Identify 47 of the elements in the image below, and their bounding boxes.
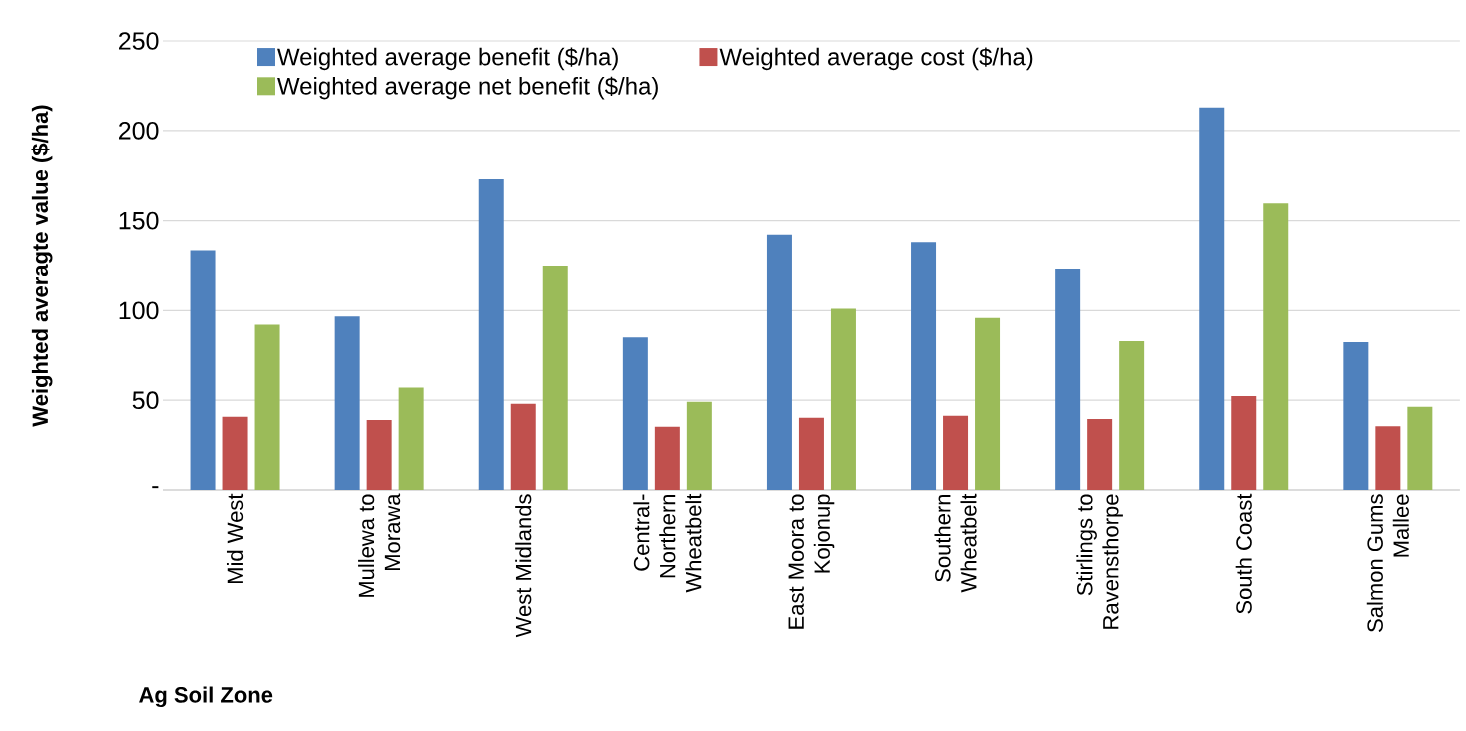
- bar: [766, 234, 792, 490]
- bar: [398, 387, 424, 490]
- y-tick-label: -: [152, 486, 159, 489]
- legend-label: Weighted average cost ($/ha): [719, 47, 1033, 71]
- x-tick-label: Central-Northern Wheatbelt: [633, 493, 702, 593]
- y-tick-label: 200: [119, 121, 159, 140]
- bar: [334, 316, 360, 490]
- bar: [222, 416, 248, 490]
- y-tick-label: 50: [132, 391, 159, 410]
- bar: [1119, 341, 1145, 490]
- y-tick-label: 250: [119, 32, 159, 50]
- bar: [1087, 419, 1113, 490]
- bar: [943, 415, 969, 490]
- x-axis-title: Ag Soil Zone: [139, 686, 273, 708]
- bar: [510, 403, 536, 490]
- bar: [190, 250, 216, 490]
- x-tick-label: East Moora to Kojonup: [788, 494, 835, 629]
- legend-label: Weighted average net benefit ($/ha): [277, 76, 658, 100]
- bar: [798, 417, 824, 490]
- bar: [1375, 426, 1401, 490]
- y-tick-label: 150: [119, 211, 159, 230]
- bar: [654, 426, 680, 490]
- bar: [830, 308, 856, 490]
- y-tick-label: 100: [119, 301, 159, 320]
- x-tick-label: Mullewa to Morawa: [358, 493, 401, 597]
- bar: [1055, 269, 1081, 490]
- bar: [686, 401, 712, 490]
- bar: [1263, 203, 1289, 490]
- x-tick-label: Southern Wheatbelt: [934, 493, 977, 593]
- bar: [254, 324, 280, 490]
- legend-label: Weighted average benefit ($/ha): [277, 47, 618, 71]
- bar: [975, 317, 1001, 490]
- bar: [1407, 406, 1433, 490]
- bar: [622, 337, 648, 490]
- bar: [1231, 396, 1257, 490]
- x-tick-label: Mid West: [226, 493, 244, 583]
- x-tick-label: Salmon Gums Mallee: [1366, 494, 1409, 632]
- bar: [542, 266, 568, 490]
- bar: [478, 178, 504, 490]
- bar: [1199, 107, 1225, 490]
- bar: [366, 419, 392, 490]
- bar: [1343, 342, 1369, 490]
- x-tick-label: West Midlands: [515, 494, 532, 638]
- y-axis-title: Weighted averagte value ($/ha): [31, 105, 53, 427]
- bar: [911, 242, 937, 490]
- x-tick-label: South Coast: [1235, 493, 1252, 614]
- x-tick-label: Stirlings to Ravensthorpe: [1076, 494, 1123, 629]
